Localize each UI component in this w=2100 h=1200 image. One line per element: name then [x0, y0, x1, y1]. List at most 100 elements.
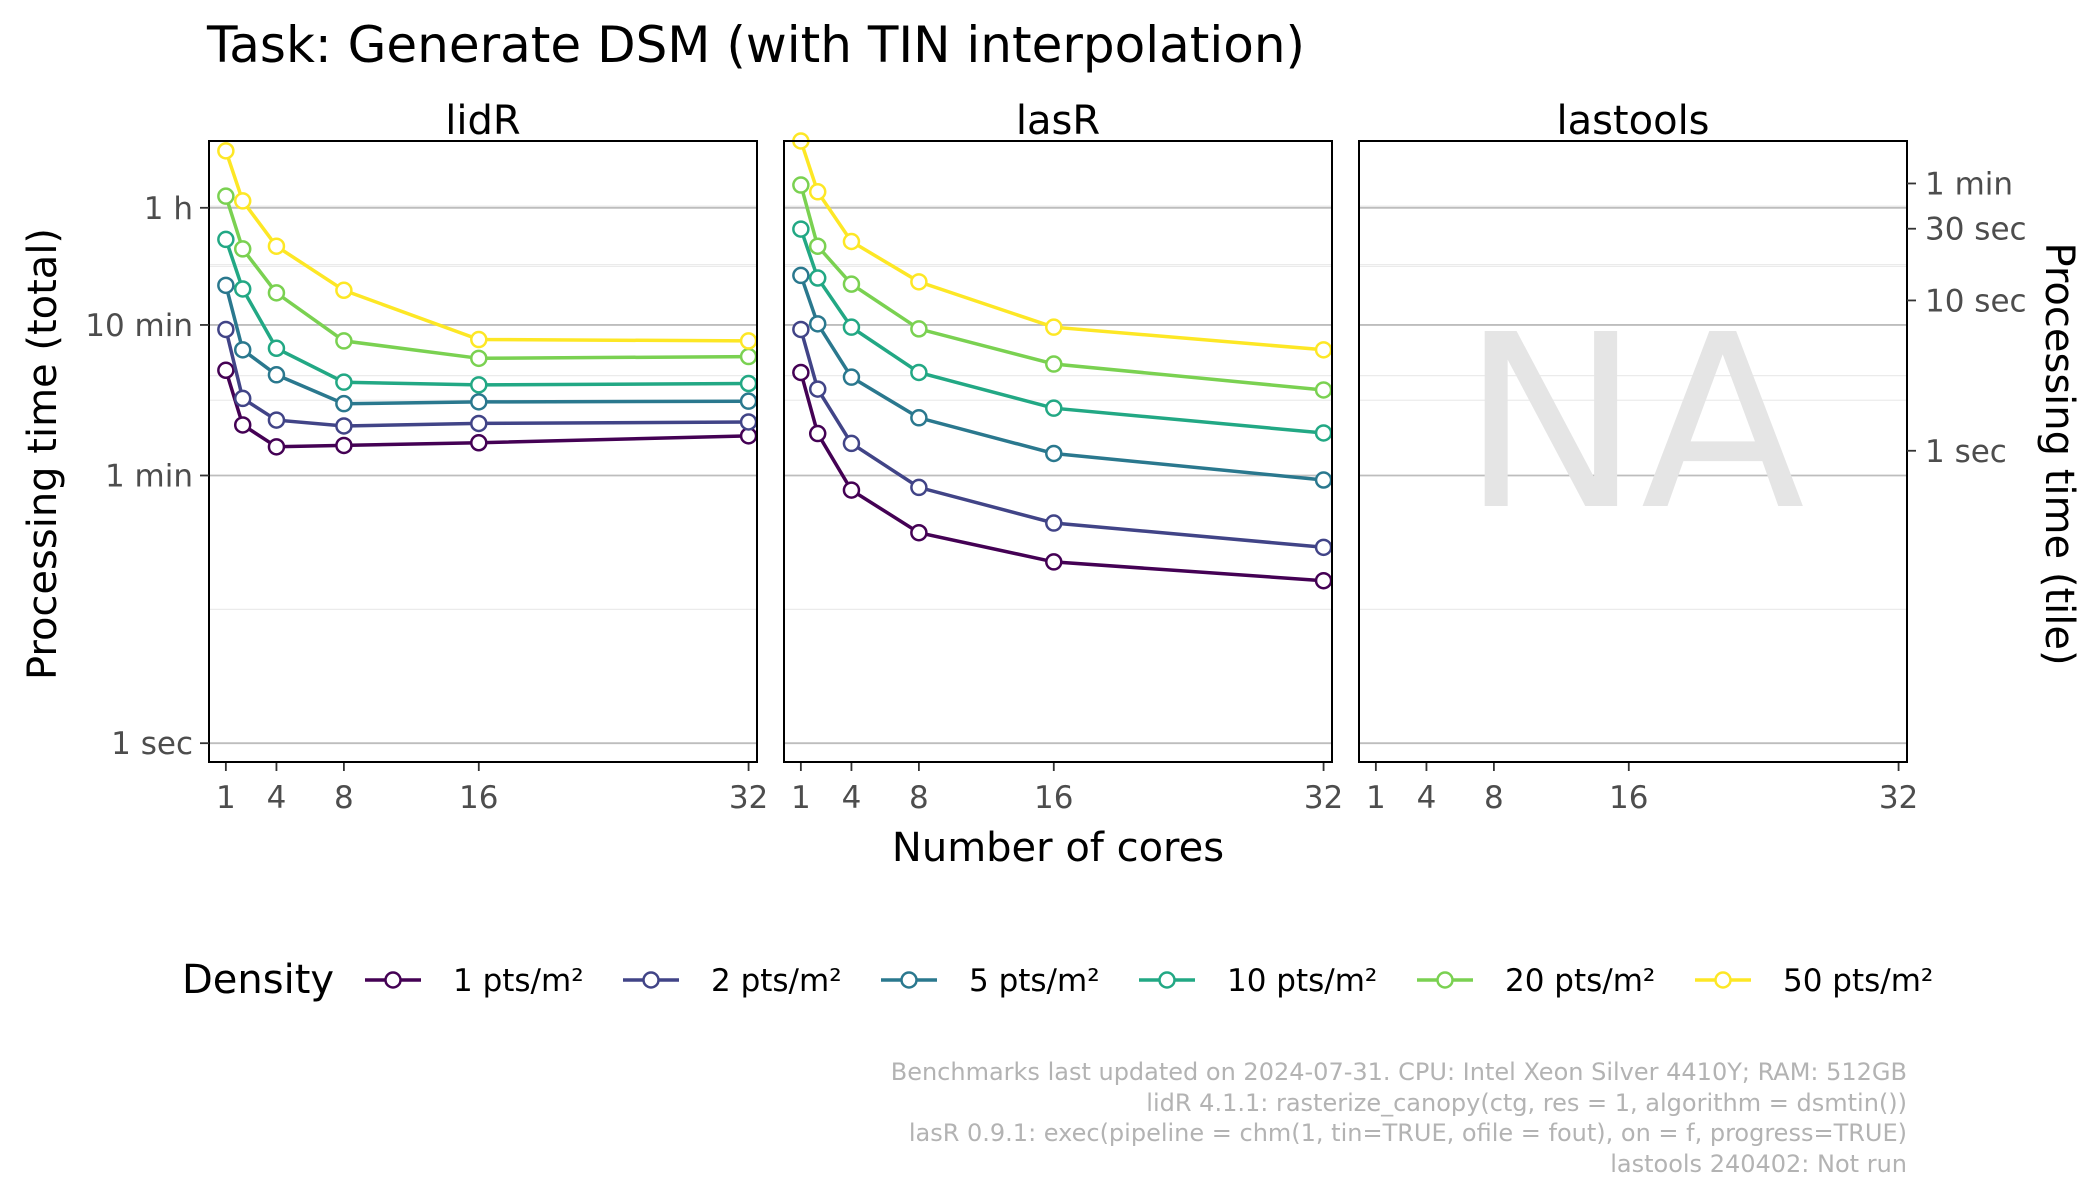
y-tick-label-right: 10 sec [1925, 283, 2027, 319]
data-point [335, 417, 353, 435]
series-line-1 [224, 369, 749, 449]
facet-panel-lasr: lasR 1 4 8 16 32 [783, 98, 1343, 816]
data-point [233, 240, 252, 258]
facet-title: lasR [1016, 98, 1100, 144]
data-point [335, 281, 353, 300]
data-point [910, 523, 928, 542]
data-point [792, 363, 810, 382]
x-tick-label: 4 [842, 780, 862, 816]
x-tick-label: 16 [1609, 780, 1648, 816]
data-point [910, 478, 928, 497]
data-point [335, 373, 353, 391]
data-point [910, 409, 928, 427]
data-point [470, 349, 488, 368]
x-tick-label: 32 [729, 780, 768, 816]
x-tick-label: 8 [1484, 780, 1504, 816]
data-point [1045, 399, 1063, 417]
data-point [739, 392, 758, 410]
data-point [470, 434, 488, 452]
data-point [267, 237, 286, 255]
data-point [808, 269, 827, 287]
series-line-2 [799, 329, 1324, 550]
x-tick-label: 8 [334, 780, 354, 816]
data-point [739, 347, 758, 366]
data-point [217, 320, 235, 339]
data-point [842, 275, 861, 293]
data-point [335, 332, 353, 350]
legend-key-point [1436, 971, 1454, 989]
y-tick-label-left: 10 min [85, 308, 193, 344]
data-point [335, 394, 353, 413]
series-line-3 [799, 274, 1324, 482]
data-point [1045, 318, 1063, 336]
caption-line-2: lidR 4.1.1: rasterize_canopy(ctg, res = … [1146, 1089, 1907, 1117]
x-tick-label: 32 [1879, 780, 1918, 816]
legend-key-point [1158, 971, 1176, 989]
data-point [335, 436, 353, 455]
data-point [217, 361, 235, 380]
data-point [910, 273, 928, 291]
data-point [1314, 381, 1333, 399]
y-tick-label-left: 1 min [105, 458, 193, 494]
y-tick-label-left: 1 h [144, 191, 193, 227]
x-tick-label: 1 [1366, 780, 1386, 816]
panel-border [783, 140, 1333, 763]
data-point [233, 280, 252, 298]
legend-item-5: 20 pts/m² [1417, 963, 1655, 999]
legend-key-point [900, 971, 918, 989]
facet-title: lidR [445, 98, 520, 144]
series-line-6 [799, 140, 1324, 352]
data-point [470, 376, 488, 394]
y-tick-label-right: 1 min [1925, 166, 2013, 202]
data-point [217, 142, 235, 160]
panel-border [208, 140, 758, 763]
series-line-6 [224, 150, 749, 343]
series-line-5 [799, 184, 1324, 392]
legend-label: 10 pts/m² [1227, 963, 1377, 999]
data-point [842, 318, 861, 336]
data-point [792, 220, 810, 238]
data-point [739, 332, 758, 350]
series-line-2 [224, 329, 749, 428]
legend-item-1: 1 pts/m² [365, 963, 584, 999]
legend-item-6: 50 pts/m² [1695, 963, 1933, 999]
data-point [808, 380, 827, 398]
y-tick-label-right: 30 sec [1925, 212, 2027, 248]
y-tick-label-right: 1 sec [1925, 434, 2007, 470]
legend-item-4: 10 pts/m² [1139, 963, 1377, 999]
caption-line-4: lastools 240402: Not run [1610, 1150, 1907, 1178]
x-tick-label: 1 [791, 780, 811, 816]
facet-panel-lidr: lidR 1 4 8 16 32 1 sec 1 min 10 min 1 h [85, 98, 768, 816]
data-point [739, 374, 758, 393]
data-point [808, 424, 827, 443]
legend-label: 20 pts/m² [1505, 963, 1655, 999]
legend-label: 1 pts/m² [453, 963, 584, 999]
legend-key-point [1714, 971, 1732, 989]
facet-title: lastools [1556, 98, 1709, 144]
data-point [1045, 553, 1063, 571]
data-point [1314, 424, 1333, 442]
legend-label: 50 pts/m² [1783, 963, 1933, 999]
data-point [842, 368, 861, 386]
data-point [233, 341, 252, 359]
data-point [217, 230, 235, 249]
data-point [792, 266, 810, 285]
data-point [792, 320, 810, 339]
legend-title: Density [182, 957, 334, 1003]
legend-item-2: 2 pts/m² [623, 963, 842, 999]
data-point [808, 183, 827, 201]
y-axis-title-right: Processing time (tile) [2036, 242, 2082, 665]
data-point [808, 237, 827, 255]
x-tick-label: 1 [216, 780, 236, 816]
data-point [267, 411, 286, 429]
data-point [267, 438, 286, 456]
data-point [792, 176, 810, 194]
data-point [233, 416, 252, 434]
data-point [842, 232, 861, 251]
data-point [1045, 444, 1063, 463]
data-point [470, 414, 488, 433]
data-point [217, 187, 235, 205]
series-line-1 [799, 372, 1324, 583]
